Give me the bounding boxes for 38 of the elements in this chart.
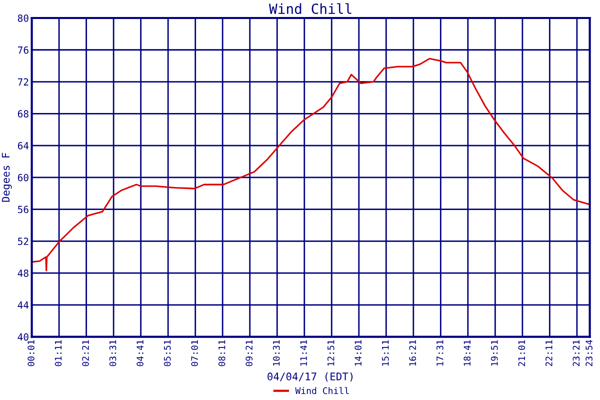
chart-title: Wind Chill — [268, 3, 352, 14]
y-tick-label: 52 — [18, 238, 28, 246]
x-tick-label: 19:51 — [490, 340, 498, 366]
legend-label: Wind Chill — [295, 387, 349, 394]
x-tick-label: 08:11 — [218, 340, 226, 366]
x-tick-label: 01:11 — [54, 340, 62, 366]
x-tick-label: 22:11 — [546, 340, 552, 366]
y-axis-title: Degees F — [2, 152, 12, 202]
y-tick-label: 44 — [18, 302, 29, 309]
y-tick-label: 76 — [18, 46, 28, 54]
y-tick-label: 48 — [18, 270, 28, 277]
x-tick-label: 10:31 — [272, 340, 280, 366]
y-tick-label: 40 — [18, 333, 28, 341]
x-axis-title: 04/04/17 (EDT) — [268, 372, 353, 382]
y-tick-label: 80 — [18, 14, 28, 22]
x-tick-label: 12:51 — [327, 340, 334, 366]
x-tick-label: 05:51 — [164, 340, 171, 366]
y-tick-label: 56 — [18, 206, 28, 214]
x-tick-label: 21:01 — [518, 340, 526, 366]
x-tick-label: 04:41 — [136, 340, 144, 366]
x-tick-label: 17:31 — [436, 340, 444, 366]
line-series — [32, 58, 590, 272]
x-tick-label: 23:54 — [586, 340, 592, 366]
y-tick-label: 60 — [18, 174, 28, 182]
x-tick-label: 00:01 — [28, 340, 34, 366]
x-tick-label: 16:21 — [409, 340, 416, 366]
x-tick-label: 07:01 — [191, 340, 198, 366]
y-tick-label: 68 — [18, 110, 28, 118]
x-tick-label: 14:01 — [354, 340, 362, 366]
y-tick-label: 64 — [18, 142, 29, 150]
x-tick-label: 02:21 — [82, 340, 89, 366]
x-tick-label: 18:41 — [464, 340, 471, 366]
x-tick-label: 11:41 — [300, 340, 307, 366]
y-tick-label: 72 — [18, 78, 28, 86]
x-tick-label: 03:31 — [109, 340, 116, 366]
x-tick-label: 15:11 — [382, 340, 389, 366]
x-tick-label: 23:21 — [572, 340, 580, 366]
x-tick-label: 09:21 — [246, 340, 252, 366]
